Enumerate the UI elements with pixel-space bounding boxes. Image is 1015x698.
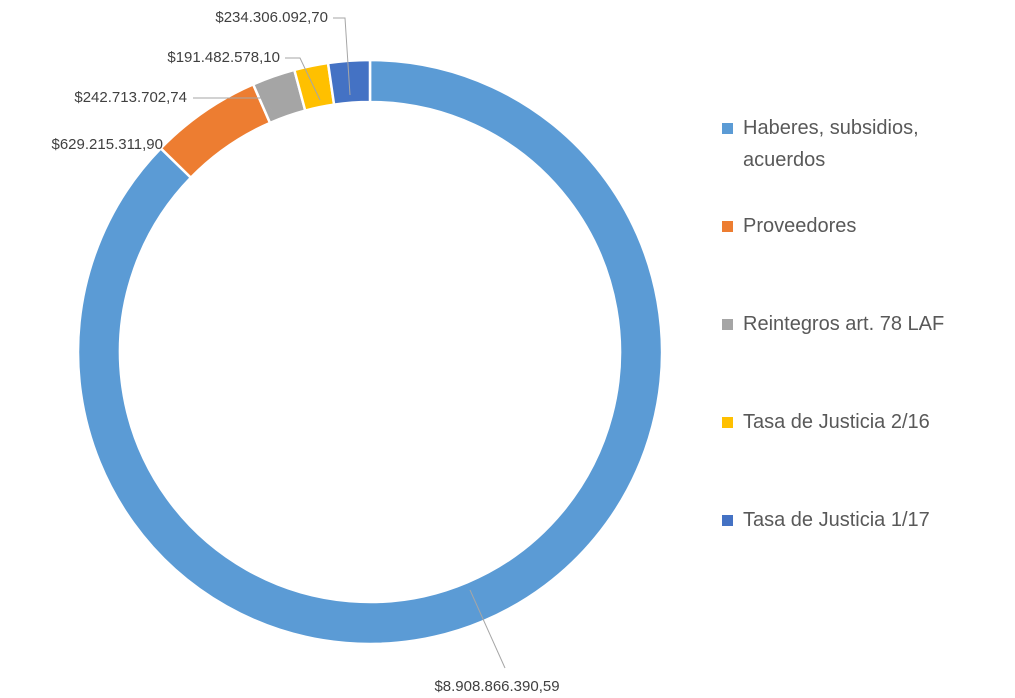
- legend-label: Tasa de Justicia 2/16: [743, 411, 930, 433]
- legend-swatch: [722, 221, 733, 232]
- legend-item: Reintegros art. 78 LAF: [722, 308, 992, 340]
- legend-item: Tasa de Justicia 2/16: [722, 406, 992, 438]
- legend-swatch: [722, 319, 733, 330]
- legend-swatch: [722, 123, 733, 134]
- data-label: $234.306.092,70: [215, 9, 328, 26]
- legend-item: Tasa de Justicia 1/17: [722, 504, 992, 536]
- legend-label: Reintegros art. 78 LAF: [743, 313, 945, 335]
- data-label: $629.215.311,90: [52, 136, 164, 153]
- data-label: $242.713.702,74: [74, 89, 187, 106]
- legend-item: Haberes, subsidios, acuerdos: [722, 112, 992, 176]
- leader-line: [285, 57, 321, 101]
- leader-line: [469, 589, 506, 669]
- legend-swatch: [722, 417, 733, 428]
- legend-item: Proveedores: [722, 210, 992, 242]
- legend-swatch: [722, 515, 733, 526]
- data-label: $8.908.866.390,59: [434, 678, 559, 695]
- legend-label: Proveedores: [743, 215, 857, 237]
- leader-line: [333, 17, 351, 96]
- data-label: $191.482.578,10: [167, 49, 280, 66]
- leader-line: [193, 97, 273, 111]
- legend-label: Haberes, subsidios, acuerdos: [743, 117, 919, 171]
- donut-slice: [76, 58, 664, 646]
- legend-label: Tasa de Justicia 1/17: [743, 509, 930, 531]
